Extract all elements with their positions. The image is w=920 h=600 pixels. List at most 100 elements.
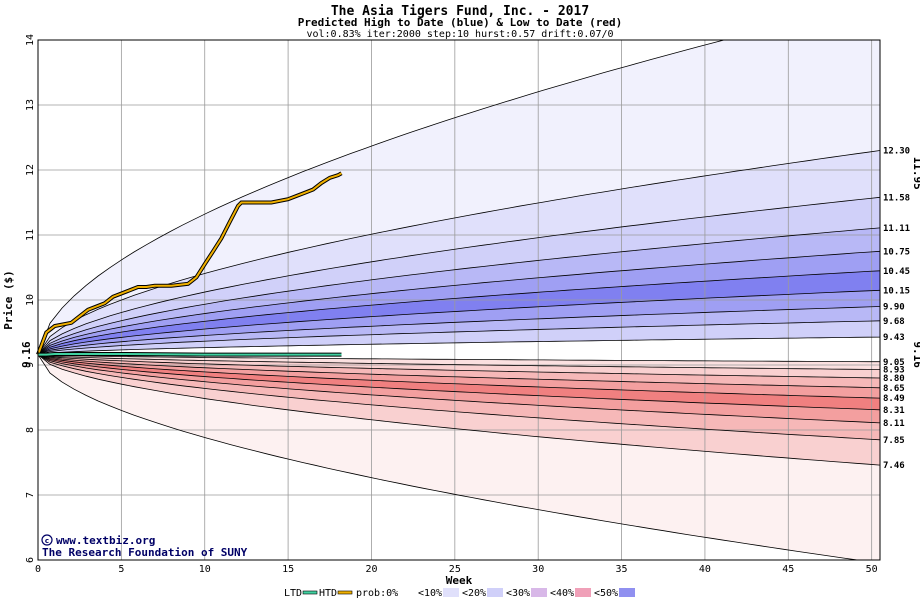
band-boundary-line — [38, 354, 861, 560]
x-tick-label: 10 — [199, 564, 211, 575]
lower-band-shade-4 — [38, 354, 880, 399]
plot-frame — [37, 39, 881, 561]
lower-band-end-label: 7.85 — [883, 436, 905, 446]
credit-org: The Research Foundation of SUNY — [42, 546, 248, 559]
lower-band-end-label: 9.05 — [883, 358, 905, 368]
lower-band-shade-7 — [38, 354, 880, 440]
copyright-icon — [41, 534, 53, 546]
band-boundary-line — [38, 306, 880, 355]
lower-band-end-label: 8.11 — [883, 419, 905, 429]
upper-band-4 — [38, 251, 880, 355]
x-tick-label: 30 — [532, 564, 544, 575]
upper-band-1 — [38, 150, 880, 355]
legend-swatch-prob — [575, 588, 591, 597]
lower-band-end-label: 8.93 — [883, 366, 905, 376]
legend-label-htd: HTD — [319, 588, 337, 599]
legend-swatch-prob — [399, 588, 415, 597]
start-price-label: 9.16 — [20, 341, 33, 368]
legend-label-prob: prob:0% — [356, 588, 398, 599]
lower-band-end-label: 7.46 — [883, 461, 905, 471]
lower-band-shade-1 — [38, 354, 880, 370]
lower-band-shade-2 — [38, 354, 880, 378]
copyright-icon-letter: c — [45, 537, 49, 545]
legend-swatch-ltd — [302, 590, 318, 595]
upper-band-end-label: 9.43 — [883, 333, 905, 343]
upper-band-end-label: 10.75 — [883, 247, 910, 257]
legend-swatch-htd — [337, 590, 353, 595]
band-boundary-line — [38, 354, 880, 379]
upper-band-end-label: 12.30 — [883, 147, 910, 157]
x-tick-label: 20 — [365, 564, 377, 575]
chart-parameters: vol:0.83% iter:2000 step:10 hurst:0.57 d… — [306, 29, 613, 40]
x-tick-label: 25 — [449, 564, 461, 575]
y-tick-label: 13 — [25, 99, 36, 111]
band-boundary-line — [38, 227, 880, 355]
band-boundary-line — [38, 354, 880, 399]
lower-band-end-label: 8.49 — [883, 394, 905, 404]
current-low-label: 9.16 — [911, 341, 920, 368]
upper-band-7 — [38, 306, 880, 355]
band-boundary-line — [38, 270, 880, 355]
legend-swatch-prob — [619, 588, 635, 597]
upper-band-end-label: 10.45 — [883, 267, 910, 277]
band-boundary-line — [38, 354, 880, 466]
legend-label-prob: <10% — [418, 588, 442, 599]
band-boundary-line — [38, 150, 880, 355]
y-tick-label: 8 — [25, 427, 36, 433]
legend-label-prob: <30% — [506, 588, 530, 599]
lower-band-shade-5 — [38, 354, 880, 410]
legend-label-prob: <20% — [462, 588, 486, 599]
band-boundary-line — [38, 40, 726, 355]
upper-band-5 — [38, 270, 880, 355]
legend-label-prob: <50% — [594, 588, 618, 599]
y-tick-labels: 6 7 8 9 10 11 12 13 14 — [25, 34, 36, 563]
legend-swatch-prob — [531, 588, 547, 597]
x-tick-labels: 0 5 10 15 20 25 30 35 40 45 50 — [35, 564, 878, 575]
x-tick-label: 15 — [282, 564, 294, 575]
band-boundary-line — [38, 354, 880, 424]
y-tick-label: 10 — [25, 294, 36, 306]
band-boundary-line — [38, 354, 880, 441]
y-tick-label: 11 — [25, 229, 36, 241]
upper-band-0 — [38, 40, 880, 355]
lower-band-shade-8 — [38, 354, 880, 466]
lower-band-shade-6 — [38, 354, 880, 423]
band-boundary-line — [38, 354, 880, 389]
band-boundary-line — [38, 196, 880, 355]
legend-swatch-prob — [443, 588, 459, 597]
ltd-line — [38, 353, 342, 356]
x-tick-label: 35 — [616, 564, 628, 575]
upper-band-end-label: 9.90 — [883, 303, 905, 313]
legend-label-prob: <40% — [550, 588, 574, 599]
band-boundary-line — [38, 354, 880, 370]
upper-band-end-label: 11.58 — [883, 193, 910, 203]
y-tick-label: 12 — [25, 164, 36, 176]
upper-band-end-label: 11.11 — [883, 224, 910, 234]
upper-band-3 — [38, 227, 880, 355]
band-boundary-line — [38, 354, 880, 363]
y-tick-label: 9 — [25, 362, 36, 368]
htd-line — [37, 172, 342, 355]
upper-band-end-label: 9.68 — [883, 317, 905, 327]
y-tick-label: 14 — [25, 34, 36, 46]
x-tick-label: 50 — [866, 564, 878, 575]
x-tick-label: 40 — [699, 564, 711, 575]
band-boundary-line — [38, 289, 880, 355]
band-boundary-line — [38, 336, 880, 355]
current-high-label: 11.95 — [911, 157, 920, 190]
x-tick-label: 45 — [782, 564, 794, 575]
lower-band-end-label: 8.31 — [883, 406, 905, 416]
y-tick-label: 7 — [25, 492, 36, 498]
chart-subtitle: Predicted High to Date (blue) & Low to D… — [298, 16, 623, 29]
credit-url: www.textbiz.org — [56, 534, 155, 547]
lower-band-end-label: 8.80 — [883, 374, 905, 384]
probability-bands — [38, 40, 880, 560]
band-boundary-line — [38, 320, 880, 355]
legend-swatch-prob — [487, 588, 503, 597]
upper-band-8 — [38, 320, 880, 355]
x-tick-label: 5 — [118, 564, 124, 575]
x-tick-label: 0 — [35, 564, 41, 575]
y-tick-label: 6 — [25, 557, 36, 563]
upper-band-2 — [38, 197, 880, 355]
